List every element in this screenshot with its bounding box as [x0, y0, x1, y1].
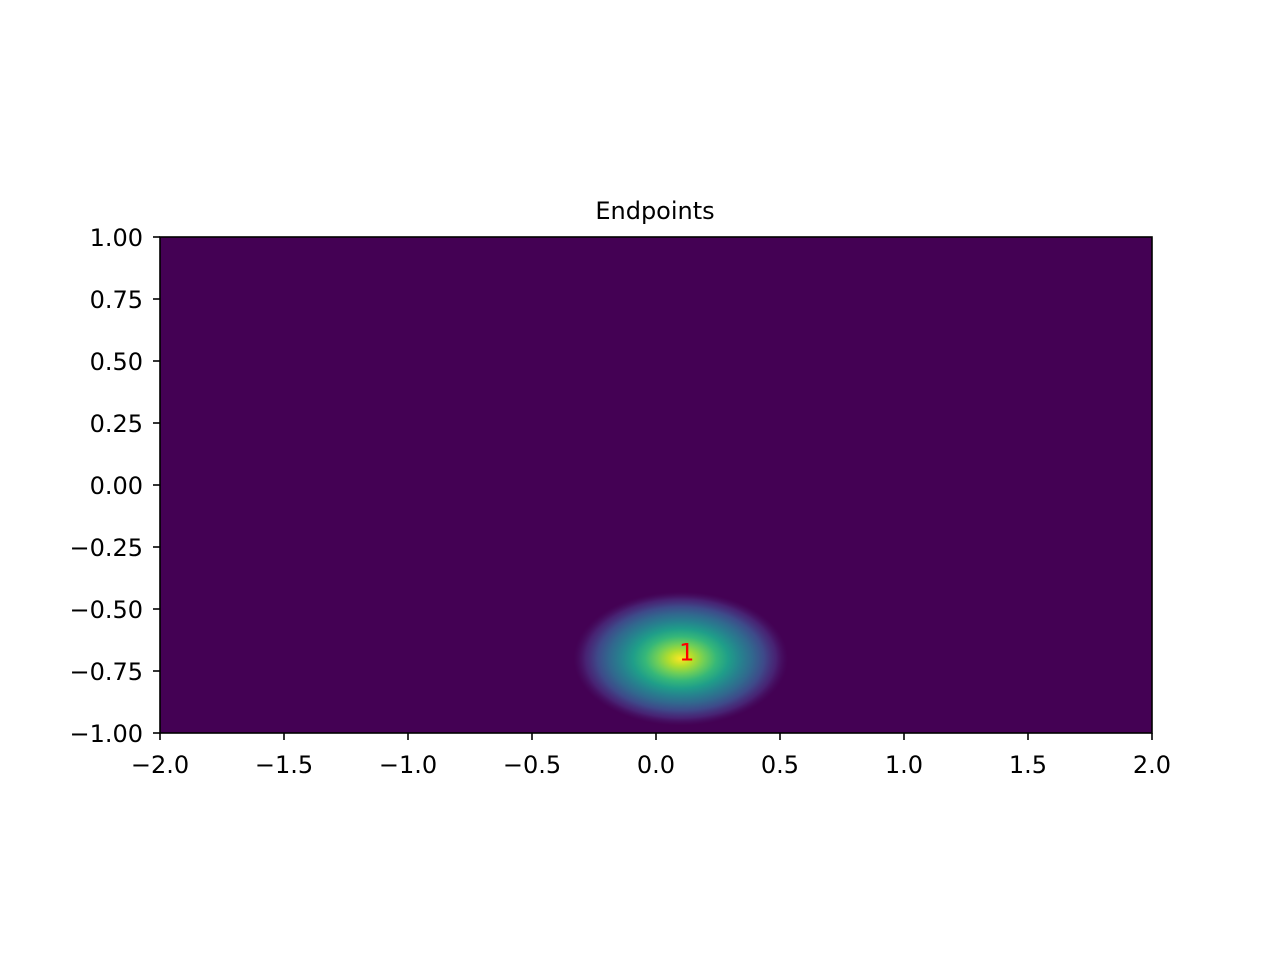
chart-title: Endpoints	[595, 197, 714, 225]
x-tick-label: −0.5	[503, 751, 561, 779]
x-tick-label: −2.0	[131, 751, 189, 779]
x-tick-label: 2.0	[1133, 751, 1171, 779]
x-tick-label: 0.0	[637, 751, 675, 779]
x-axis: −2.0 −1.5 −1.0 −0.5 0.0 0.5 1.0 1.5 2.0	[131, 733, 1171, 779]
heatmap-peak	[561, 584, 800, 733]
annotations: 1	[679, 639, 694, 667]
y-tick-label: 0.75	[90, 286, 143, 314]
x-tick-label: −1.5	[255, 751, 313, 779]
y-tick-label: 0.00	[90, 472, 143, 500]
x-tick-label: 1.5	[1009, 751, 1047, 779]
y-tick-label: 1.00	[90, 224, 143, 252]
y-tick-label: −0.25	[69, 534, 143, 562]
x-tick-label: 0.5	[761, 751, 799, 779]
y-tick-label: 0.50	[90, 348, 143, 376]
y-tick-label: 0.25	[90, 410, 143, 438]
y-tick-label: −1.00	[69, 720, 143, 748]
y-tick-label: −0.50	[69, 596, 143, 624]
y-tick-label: −0.75	[69, 658, 143, 686]
y-axis: 1.00 0.75 0.50 0.25 0.00 −0.25 −0.50 −0.75 −1.00	[69, 224, 160, 748]
heatmap-peaks	[561, 584, 800, 733]
x-tick-label: 1.0	[885, 751, 923, 779]
x-tick-label: −1.0	[379, 751, 437, 779]
peak-label: 1	[679, 639, 694, 667]
